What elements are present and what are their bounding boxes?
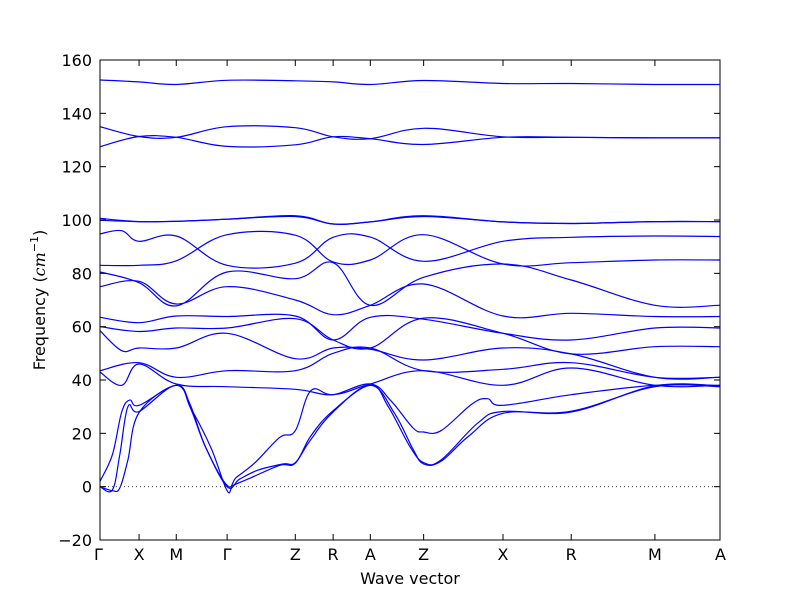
y-axis-title-text: Frequency (	[30, 276, 49, 370]
x-tick-label: M	[169, 545, 183, 564]
band-line-14	[99, 363, 721, 396]
y-tick-labels: −20 0 20 40 60 80 100 120 140 160	[58, 51, 92, 550]
x-tick-label: Γ	[223, 545, 232, 564]
band-line-8	[99, 261, 721, 308]
band-line-1	[99, 79, 721, 86]
x-tick-label: X	[134, 545, 145, 564]
band-line-13	[99, 346, 721, 380]
band-line-5	[99, 215, 721, 225]
x-tick-label: Γ	[94, 545, 103, 564]
y-tick-label: 0	[82, 478, 92, 497]
plot-background	[100, 60, 720, 540]
y-axis-unit: cm	[30, 252, 49, 276]
y-tick-label: 60	[72, 318, 92, 337]
y-axis-title: Frequency (cm−1)	[28, 230, 49, 371]
y-tick-label: 20	[72, 424, 92, 443]
x-tick-label: A	[365, 545, 376, 564]
band-line-9	[99, 280, 721, 319]
x-tick-label: Z	[418, 545, 429, 564]
y-tick-label: −20	[58, 531, 92, 550]
x-tick-label: X	[498, 545, 509, 564]
band-line-12	[99, 330, 721, 380]
x-tick-label: R	[328, 545, 339, 564]
y-axis-unit-exponent: −1	[28, 236, 41, 252]
band-line-7	[99, 230, 721, 267]
x-tick-label: Z	[290, 545, 301, 564]
band-line-16	[99, 383, 721, 494]
x-tick-label: R	[566, 545, 577, 564]
x-tick-label: A	[715, 545, 726, 564]
x-tick-label: M	[648, 545, 662, 564]
band-lines	[99, 79, 721, 494]
band-line-6	[99, 229, 721, 269]
y-tick-label: 80	[72, 264, 92, 283]
y-tick-label: 160	[61, 51, 92, 70]
y-tick-label: 40	[72, 371, 92, 390]
x-axis-title: Wave vector	[360, 569, 460, 588]
y-tick-label: 100	[61, 211, 92, 230]
y-tick-label: 120	[61, 158, 92, 177]
band-line-17	[99, 383, 721, 488]
band-line-10	[99, 313, 721, 341]
y-tick-label: 140	[61, 104, 92, 123]
plot-frame	[99, 59, 721, 541]
y-axis-title-close: )	[30, 230, 49, 236]
band-line-3	[99, 135, 721, 148]
